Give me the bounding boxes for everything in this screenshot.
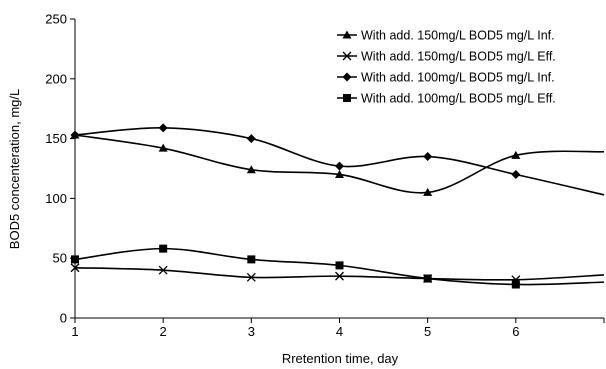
data-point-diamond: [335, 161, 344, 171]
data-point-square: [71, 255, 79, 264]
data-point-diamond: [423, 152, 433, 162]
series-diamond: [70, 123, 605, 196]
y-tick-label: 150: [45, 131, 67, 146]
data-point-square: [159, 244, 168, 253]
data-point-square: [511, 280, 520, 289]
y-tick-label: 100: [45, 191, 67, 206]
data-point-triangle: [158, 143, 168, 152]
data-point-diamond: [158, 123, 168, 133]
data-point-square: [423, 274, 432, 283]
series-layer: [70, 123, 605, 289]
data-point-triangle: [423, 187, 433, 196]
y-axis-title: BOD5 concenteration, mg/L: [7, 89, 22, 249]
legend-label: With add. 100mg/L BOD5 mg/L Eff.: [361, 92, 556, 106]
data-point-triangle: [511, 150, 521, 159]
axes: 0 50 100 150 200 250 1 2 3 4 5 6: [45, 12, 605, 339]
data-point-triangle: [335, 169, 344, 178]
data-point-x: [246, 272, 256, 282]
data-point-x: [70, 263, 80, 273]
legend-swatch-marker: [342, 30, 352, 39]
legend-label: With add. 150mg/L BOD5 mg/L Eff.: [361, 50, 556, 64]
data-point-diamond: [246, 134, 256, 144]
x-tick-label: 2: [160, 324, 167, 339]
data-point-triangle: [246, 165, 256, 174]
series-square: [71, 244, 605, 289]
x-axis-title: Rretention time, day: [282, 351, 399, 366]
y-tick-label: 200: [45, 71, 67, 86]
legend-swatch-marker: [342, 51, 352, 61]
series-line-x: [74, 266, 605, 281]
data-point-x: [335, 271, 344, 281]
legend-label: With add. 150mg/L BOD5 mg/L Inf.: [361, 29, 555, 43]
x-tick-label: 5: [424, 324, 431, 339]
legend-label: With add. 100mg/L BOD5 mg/L Inf.: [361, 71, 555, 85]
data-point-diamond: [70, 130, 80, 140]
data-point-x: [158, 265, 168, 275]
series-triangle: [70, 130, 605, 196]
x-tick-label: 4: [336, 324, 343, 339]
x-tick-label: 6: [512, 324, 519, 339]
legend-swatch-marker: [342, 72, 352, 82]
data-point-diamond: [511, 169, 521, 179]
data-point-square: [335, 261, 344, 270]
x-tick-label: 1: [71, 324, 78, 339]
y-tick-label: 50: [53, 251, 67, 266]
legend-swatch-marker: [343, 94, 351, 102]
data-point-square: [247, 255, 256, 264]
y-tick-label: 0: [60, 311, 67, 326]
y-tick-label: 250: [45, 12, 67, 27]
x-tick-label: 3: [248, 324, 255, 339]
series-line-diamond: [74, 127, 605, 196]
legend: With add. 150mg/L BOD5 mg/L Inf. With add…: [337, 29, 556, 106]
